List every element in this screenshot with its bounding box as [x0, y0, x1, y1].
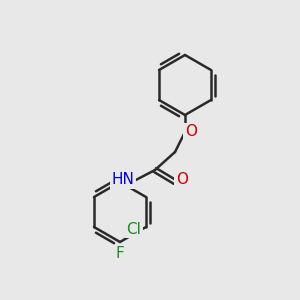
Text: O: O: [176, 172, 188, 188]
Text: O: O: [185, 124, 197, 140]
Text: HN: HN: [112, 172, 134, 188]
Text: F: F: [116, 247, 124, 262]
Text: Cl: Cl: [127, 221, 141, 236]
